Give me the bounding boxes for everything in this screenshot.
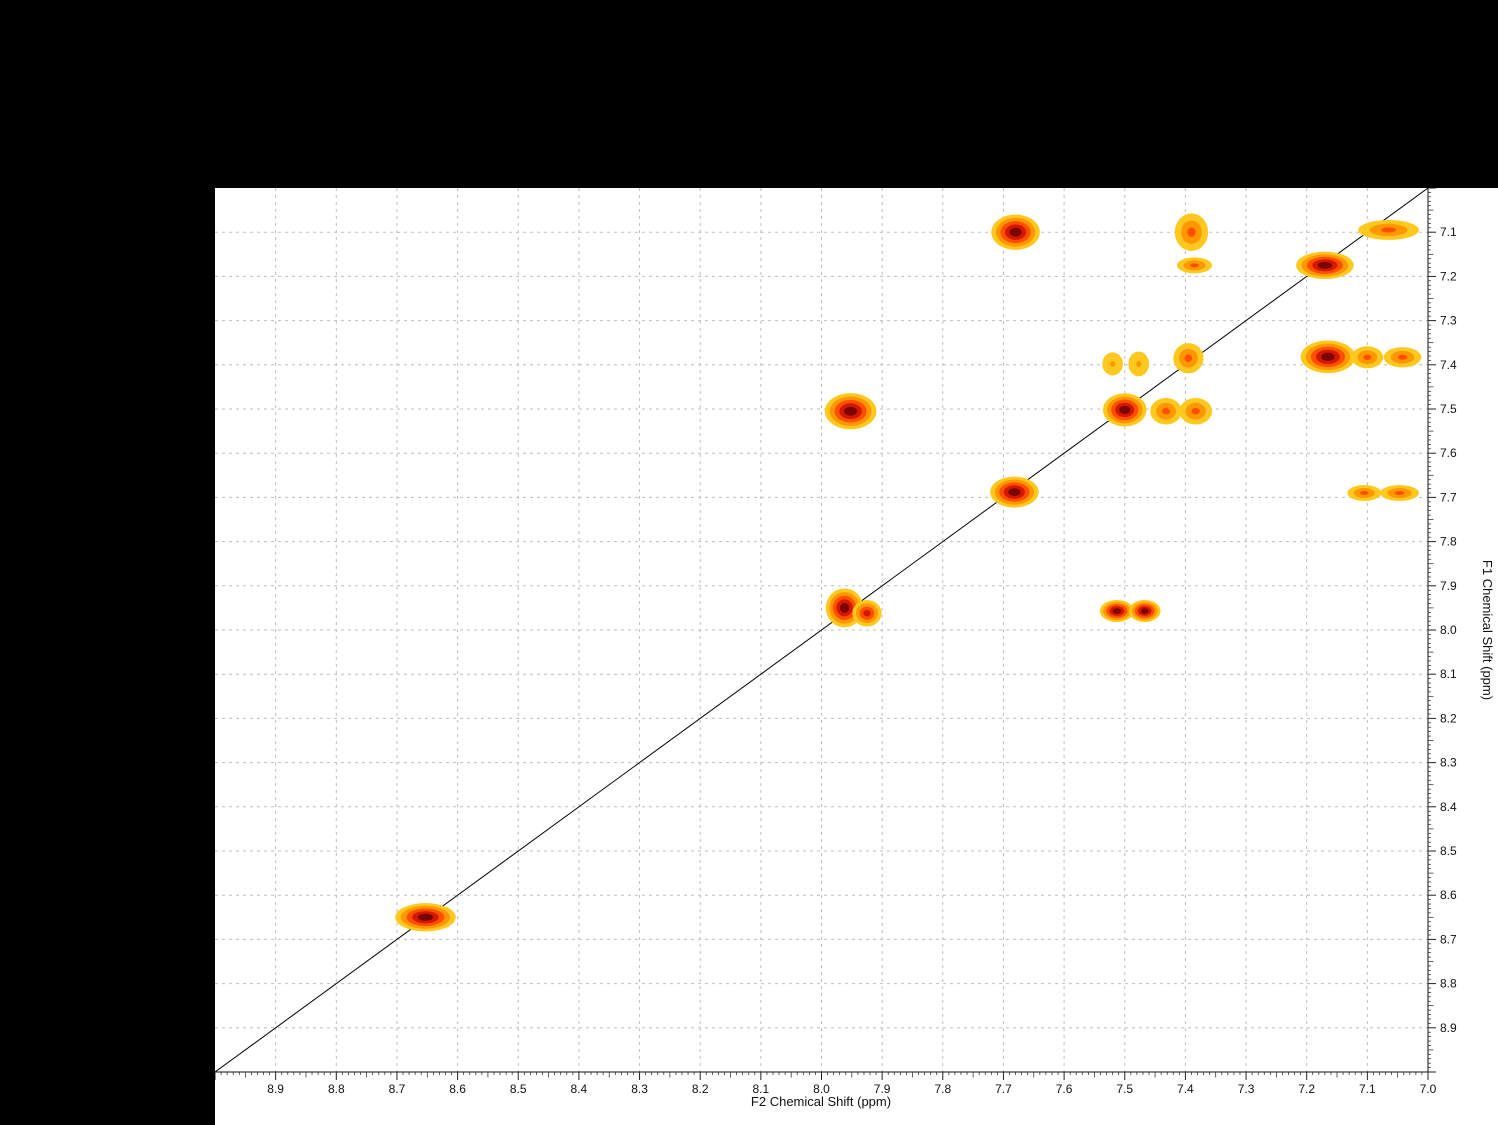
contour-peak-diagonal[interactable] (990, 476, 1039, 508)
x-tick-label: 8.1 (753, 1082, 770, 1096)
contour-peak-cross[interactable] (1174, 213, 1209, 251)
contour-peak-cross[interactable] (1128, 599, 1161, 623)
x-tick-label: 8.0 (813, 1082, 830, 1096)
y-tick-label: 8.6 (1440, 888, 1457, 902)
x-tick-label: 7.7 (995, 1082, 1012, 1096)
y-tick-label: 7.4 (1440, 358, 1457, 372)
contour-peaks-layer (395, 213, 1422, 932)
contour-peak-cross[interactable] (1102, 352, 1123, 376)
y-tick-label: 7.1 (1440, 225, 1457, 239)
contour-peak-cross[interactable] (1099, 599, 1134, 623)
spectrum-canvas: 8.9 8.8 8.7 8.6 8.5 8.4 8.3 8.2 8.1 8.0 7.9 7.8 7.7 7… (214, 187, 1498, 1125)
y-tick-label: 8.0 (1440, 623, 1457, 637)
x-tick-label: 7.9 (874, 1082, 891, 1096)
y-tick-label: 8.2 (1440, 711, 1457, 725)
x-tick-label: 7.1 (1359, 1082, 1376, 1096)
y-tick-label: 8.9 (1440, 1021, 1457, 1035)
contour-peak-cross[interactable] (1383, 347, 1422, 368)
x-tick-label: 7.2 (1298, 1082, 1315, 1096)
contour-peak-cross[interactable] (1300, 340, 1356, 374)
contour-peak-diagonal[interactable] (395, 903, 456, 932)
y-tick-label: 8.8 (1440, 977, 1457, 991)
contour-peak-cross[interactable] (1351, 346, 1384, 369)
y-tick-label: 7.2 (1440, 269, 1457, 283)
x-tick-label: 8.3 (631, 1082, 648, 1096)
x-tick-labels: 8.9 8.8 8.7 8.6 8.5 8.4 8.3 8.2 8.1 8.0 7.9 7.8 7.7 7… (267, 1082, 1436, 1096)
x-tick-label: 8.7 (389, 1082, 406, 1096)
cosy-spectrum-plot[interactable]: 8.9 8.8 8.7 8.6 8.5 8.4 8.3 8.2 8.1 8.0 7.9 7.8 7.7 7… (214, 187, 1498, 1125)
y-tick-label: 7.6 (1440, 446, 1457, 460)
contour-peak-cross[interactable] (1150, 397, 1182, 425)
x-tick-label: 8.5 (510, 1082, 527, 1096)
axis-ruler-layer (214, 187, 1436, 1080)
y-tick-label: 8.5 (1440, 844, 1457, 858)
y-tick-label: 7.3 (1440, 314, 1457, 328)
y-tick-label: 7.8 (1440, 535, 1457, 549)
grid-layer (215, 188, 1429, 1072)
x-tick-label: 8.4 (571, 1082, 588, 1096)
contour-peak-diagonal[interactable] (1167, 337, 1209, 379)
x-axis-title: F2 Chemical Shift (ppm) (751, 1094, 891, 1109)
y-tick-label: 8.4 (1440, 800, 1457, 814)
x-tick-label: 7.4 (1177, 1082, 1194, 1096)
contour-peak-cross[interactable] (1179, 397, 1213, 425)
contour-peak-cross[interactable] (1380, 485, 1419, 501)
contour-peak-cross[interactable] (991, 214, 1040, 250)
y-tick-label: 7.5 (1440, 402, 1457, 416)
contour-peak-cross[interactable] (1347, 485, 1382, 501)
contour-peak-diagonal[interactable] (1358, 220, 1419, 240)
x-tick-label: 7.0 (1420, 1082, 1437, 1096)
contour-peak-diagonal[interactable] (1102, 393, 1147, 427)
y-tick-label: 8.1 (1440, 667, 1457, 681)
contour-peak-cross[interactable] (824, 393, 877, 430)
x-tick-label: 8.8 (328, 1082, 345, 1096)
contour-peak-cross[interactable] (1128, 351, 1150, 377)
x-tick-label: 7.3 (1238, 1082, 1255, 1096)
contour-peak-diagonal[interactable] (1296, 251, 1354, 280)
x-tick-label: 7.8 (934, 1082, 951, 1096)
x-tick-label: 7.6 (1056, 1082, 1073, 1096)
y-tick-label: 7.9 (1440, 579, 1457, 593)
x-tick-label: 8.2 (692, 1082, 709, 1096)
y-axis-title: F1 Chemical Shift (ppm) (1480, 560, 1495, 700)
x-tick-label: 8.6 (449, 1082, 466, 1096)
contour-peak-diagonal[interactable] (852, 599, 882, 627)
x-tick-label: 7.5 (1116, 1082, 1133, 1096)
y-tick-label: 7.7 (1440, 490, 1457, 504)
contour-peak-diagonal[interactable] (825, 588, 864, 628)
x-tick-label: 8.9 (267, 1082, 284, 1096)
contour-peak-cross[interactable] (1176, 257, 1213, 274)
y-tick-labels: 7.1 7.2 7.3 7.4 7.5 7.6 7.7 7.8 7.9 8.0 8.1 8.2 8.3 8… (1440, 225, 1457, 1035)
y-tick-label: 8.7 (1440, 932, 1457, 946)
y-tick-label: 8.3 (1440, 756, 1457, 770)
